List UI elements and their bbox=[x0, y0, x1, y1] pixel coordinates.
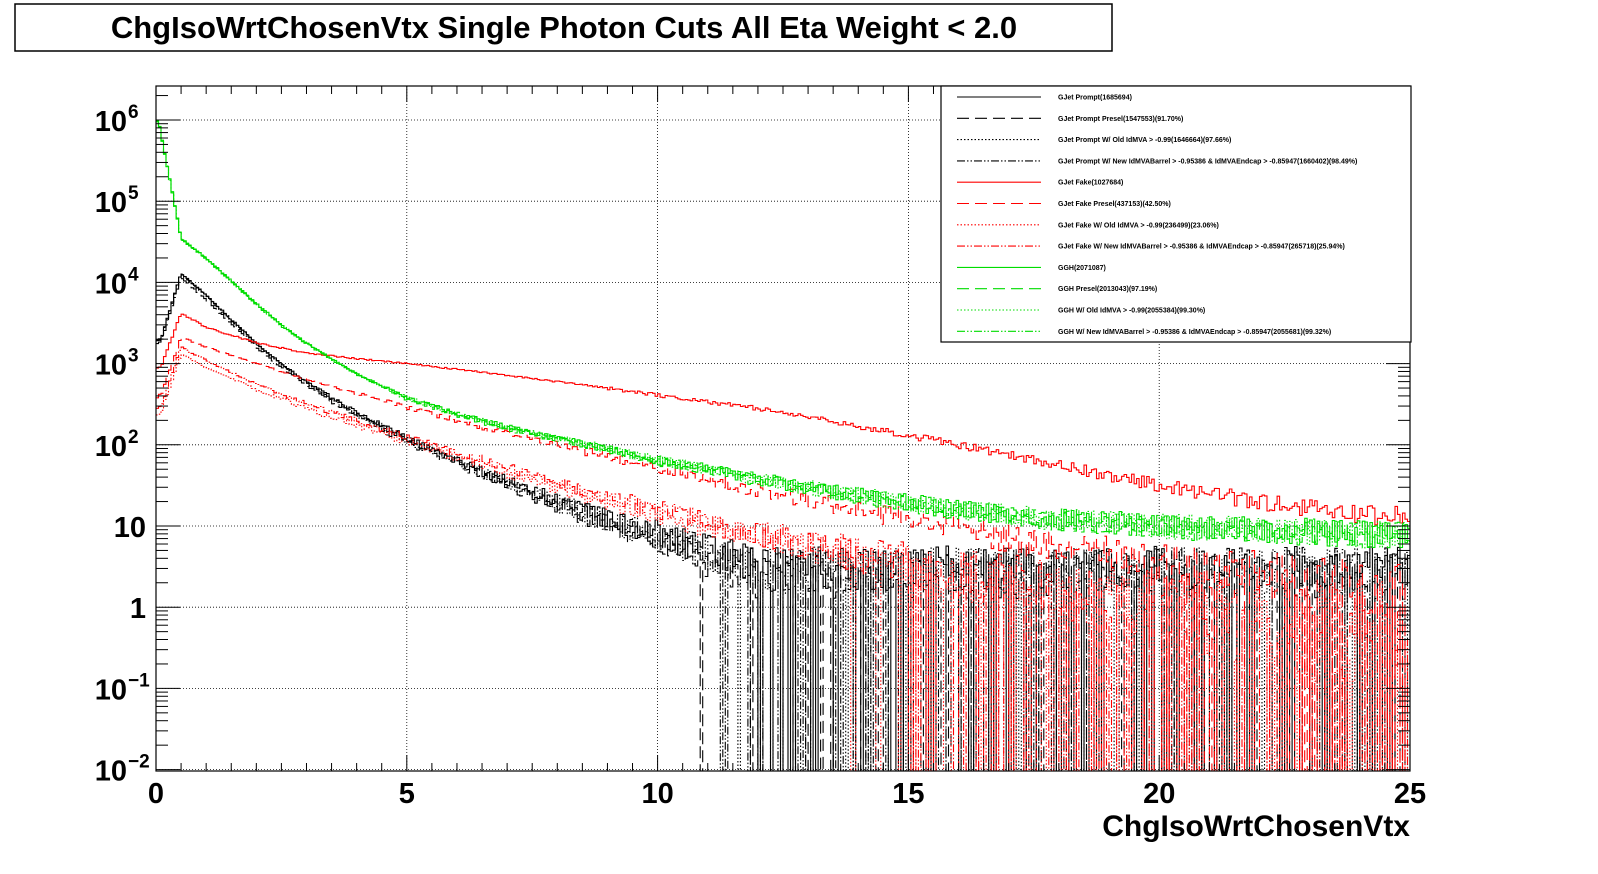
x-tick-label: 15 bbox=[892, 778, 924, 810]
y-tick-label-exponent: −2 bbox=[128, 752, 150, 773]
legend-entries: GJet Prompt(1685694) GJet Prompt Presel(1… bbox=[957, 95, 1357, 336]
y-tick-label-exponent: 2 bbox=[128, 427, 139, 448]
series-line bbox=[156, 274, 1410, 772]
legend-label: GGH(2071087) bbox=[1058, 265, 1106, 272]
series-line bbox=[156, 337, 1410, 772]
legend: GJet Prompt(1685694) GJet Prompt Presel(1… bbox=[940, 85, 1412, 343]
y-tick-label: 10 bbox=[114, 512, 146, 544]
series-line bbox=[156, 346, 1410, 772]
chart-title-box: ChgIsoWrtChosenVtx Single Photon Cuts Al… bbox=[14, 3, 1113, 52]
x-tick-label: 10 bbox=[641, 778, 673, 810]
y-tick-label-exponent: 4 bbox=[128, 264, 139, 285]
x-tick-label: 5 bbox=[399, 778, 415, 810]
x-tick-label: 20 bbox=[1143, 778, 1175, 810]
legend-label: GGH Presel(2013043)(97.19%) bbox=[1058, 286, 1157, 293]
legend-label: GGH W/ New IdMVABarrel > -0.95386 & IdMV… bbox=[1058, 329, 1331, 336]
legend-label: GJet Prompt Presel(1547553)(91.70%) bbox=[1058, 116, 1183, 123]
y-tick-label-base: 10 bbox=[95, 106, 127, 138]
series-layer bbox=[156, 120, 1410, 772]
legend-label: GJet Fake W/ Old IdMVA > -0.99(236499)(2… bbox=[1058, 222, 1219, 229]
y-tick-label-base: 10 bbox=[95, 756, 127, 788]
y-tick-label-base: 10 bbox=[95, 268, 127, 300]
legend-label: GJet Prompt W/ New IdMVABarrel > -0.9538… bbox=[1058, 158, 1357, 165]
legend-label: GJet Fake W/ New IdMVABarrel > -0.95386 … bbox=[1058, 244, 1345, 251]
x-tick-label: 0 bbox=[148, 778, 164, 810]
x-tick-label: 25 bbox=[1394, 778, 1426, 810]
y-tick-label-exponent: 6 bbox=[128, 102, 139, 123]
title-frame bbox=[14, 3, 1113, 52]
legend-label: GJet Prompt(1685694) bbox=[1058, 95, 1132, 102]
y-tick-label-base: 10 bbox=[95, 431, 127, 463]
y-tick-label-base: 10 bbox=[95, 350, 127, 382]
series-line bbox=[156, 354, 1410, 772]
x-axis-title: ChgIsoWrtChosenVtx bbox=[1102, 810, 1410, 843]
legend-label: GJet Fake Presel(437153)(42.50%) bbox=[1058, 201, 1171, 208]
y-tick-label-exponent: 5 bbox=[128, 183, 139, 204]
y-tick-label-exponent: 3 bbox=[128, 346, 139, 367]
x-tick-labels: 0 5 10 15 20 25 bbox=[148, 778, 1426, 810]
series-line bbox=[156, 120, 1410, 549]
legend-frame bbox=[940, 85, 1412, 343]
series-line bbox=[156, 273, 1410, 772]
y-tick-label: 1 bbox=[130, 593, 146, 625]
y-tick-label-base: 10 bbox=[95, 187, 127, 219]
chart-title: ChgIsoWrtChosenVtx Single Photon Cuts Al… bbox=[111, 10, 1017, 45]
y-tick-label-base: 10 bbox=[95, 674, 127, 706]
legend-label: GJet Prompt W/ Old IdMVA > -0.99(1646664… bbox=[1058, 137, 1231, 144]
legend-label: GGH W/ Old IdMVA > -0.99(2055384)(99.30%… bbox=[1058, 308, 1205, 315]
y-tick-label-exponent: −1 bbox=[128, 670, 150, 691]
series-line bbox=[156, 313, 1410, 526]
legend-label: GJet Fake(1027684) bbox=[1058, 180, 1123, 187]
